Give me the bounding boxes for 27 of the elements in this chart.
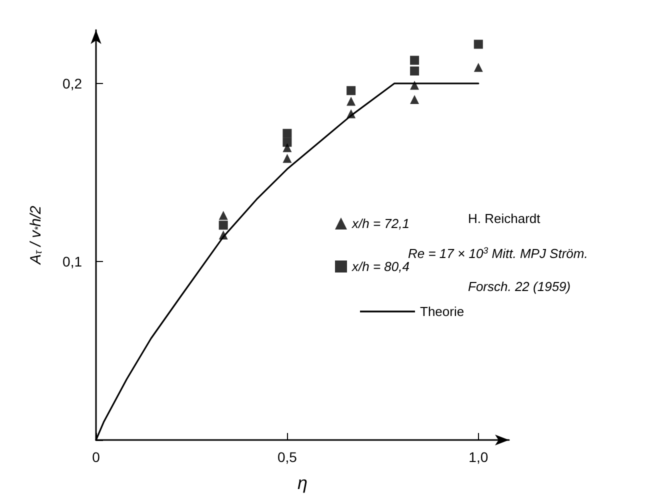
point: [410, 56, 420, 65]
point: [474, 62, 483, 72]
point: [218, 210, 228, 220]
x-tick-label: 0: [92, 449, 100, 465]
legend-label: x/h = 72,1: [351, 216, 410, 231]
x-tick-label: 0,5: [277, 449, 298, 465]
annotation: H. Reichardt: [468, 211, 541, 226]
point: [218, 220, 228, 230]
point: [410, 80, 420, 90]
legend-label: x/h = 80,4: [351, 259, 410, 274]
point: [410, 66, 420, 76]
legend-label: Theorie: [420, 304, 464, 319]
point: [474, 40, 483, 49]
point: [282, 138, 292, 147]
annotation: Forsch. 22 (1959): [468, 279, 571, 294]
point: [282, 128, 292, 138]
point: [346, 86, 356, 96]
x-axis-title: η: [298, 473, 308, 493]
x-tick-label: 1,0: [468, 449, 488, 465]
y-axis-title: Aτ / v*h/2: [28, 205, 44, 266]
point: [282, 154, 292, 163]
point: [218, 230, 228, 240]
y-tick-label: 0,2: [62, 75, 82, 92]
point: [346, 109, 356, 118]
point: [346, 96, 356, 106]
point: [410, 95, 420, 104]
y-tick-label: 0,1: [62, 254, 82, 270]
